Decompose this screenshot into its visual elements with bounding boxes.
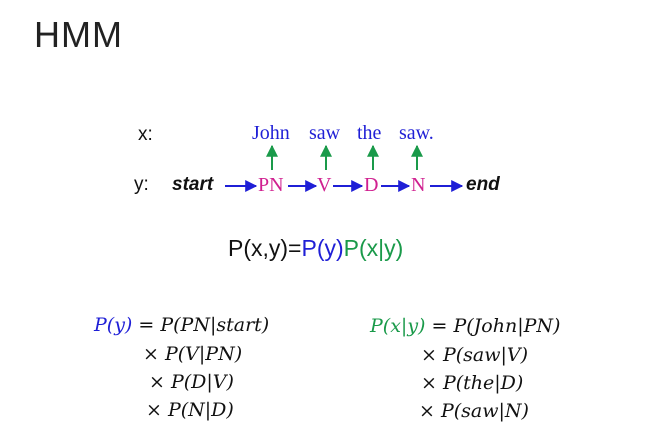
end-state: end (466, 174, 500, 195)
tag-n: N (411, 174, 426, 196)
py-first-term: = P(PN|start) (132, 314, 270, 336)
word-john: John (252, 122, 290, 144)
joint-formula: P(x,y)=P(y)P(x|y) (228, 235, 403, 262)
tag-d: D (364, 174, 379, 196)
joint-py: P(y) (301, 235, 344, 261)
pxy-term-3: × P(saw|N) (419, 400, 529, 422)
slide-title: HMM (34, 14, 123, 55)
py-term-1: × P(V|PN) (143, 343, 243, 365)
joint-prefix: P(x,y)= (228, 235, 302, 261)
x-row-label: x: (138, 124, 153, 145)
py-expansion-line-1: P(y) = P(PN|start) (94, 314, 269, 336)
word-saw-1: saw (309, 122, 341, 144)
py-lhs: P(y) (94, 314, 133, 336)
tag-v: V (317, 174, 332, 196)
y-row-label: y: (134, 174, 149, 195)
pxy-expansion-line-1: P(x|y) = P(John|PN) (370, 315, 560, 337)
word-the: the (357, 122, 382, 144)
tag-pn: PN (258, 174, 284, 196)
start-state: start (172, 174, 214, 195)
pxy-term-2: × P(the|D) (421, 372, 524, 394)
word-saw-2: saw. (399, 122, 434, 144)
joint-pxy: P(x|y) (343, 235, 404, 261)
pxy-first-term: = P(John|PN) (425, 315, 561, 337)
pxy-lhs: P(x|y) (370, 315, 426, 337)
py-term-2: × P(D|V) (149, 371, 234, 393)
py-term-3: × P(N|D) (146, 399, 234, 421)
pxy-term-1: × P(saw|V) (421, 344, 529, 366)
